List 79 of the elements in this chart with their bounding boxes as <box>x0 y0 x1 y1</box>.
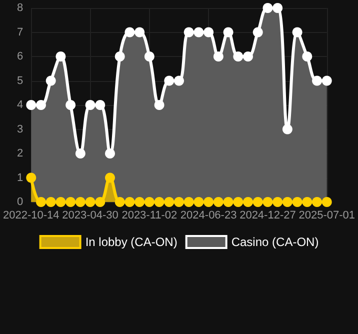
y-tick-label: 5 <box>17 74 24 87</box>
point <box>134 197 145 207</box>
point <box>184 197 194 207</box>
point <box>243 197 254 207</box>
legend-label: In lobby (CA-ON) <box>85 235 178 249</box>
point <box>194 197 204 207</box>
y-tick-label: 6 <box>17 50 24 62</box>
point <box>144 52 154 62</box>
point <box>164 197 174 207</box>
point <box>322 197 332 207</box>
x-tick-label: 2024-12-27 <box>240 210 296 222</box>
point <box>85 100 96 110</box>
point <box>312 76 322 86</box>
point <box>282 124 292 134</box>
point <box>95 100 106 110</box>
point <box>105 172 115 183</box>
point <box>272 3 283 13</box>
point <box>46 197 56 207</box>
y-tick-label: 2 <box>17 148 24 160</box>
point <box>322 76 332 86</box>
legend-label: Casino (CA-ON) <box>231 235 319 249</box>
point <box>46 76 56 86</box>
point <box>282 197 292 207</box>
point <box>262 197 273 207</box>
point <box>154 197 164 207</box>
point <box>124 197 135 207</box>
point <box>95 197 106 207</box>
point <box>223 197 234 207</box>
point <box>204 27 214 38</box>
point <box>26 172 36 183</box>
x-tick-label: 2023-11-02 <box>122 210 178 222</box>
point <box>184 27 194 38</box>
point <box>292 197 302 207</box>
point <box>243 52 254 62</box>
point <box>174 197 184 207</box>
point <box>56 52 66 62</box>
y-tick-label: 1 <box>17 172 24 184</box>
point <box>194 27 204 38</box>
point <box>66 197 76 207</box>
point <box>36 197 46 207</box>
x-tick-label: 2022-10-14 <box>2 210 60 222</box>
point <box>134 27 145 38</box>
y-tick-label: 3 <box>17 123 24 136</box>
point <box>124 27 135 38</box>
point <box>105 148 115 158</box>
point <box>75 148 86 158</box>
point <box>252 197 263 207</box>
point <box>174 76 184 86</box>
point <box>36 100 46 110</box>
x-tick-label: 2024-06-23 <box>180 210 237 222</box>
point <box>272 197 283 207</box>
point <box>292 27 302 38</box>
point <box>302 197 312 207</box>
point <box>26 100 36 110</box>
point <box>66 100 76 110</box>
point <box>144 197 154 207</box>
point <box>262 3 273 13</box>
point <box>252 27 263 38</box>
y-tick-label: 8 <box>17 2 24 14</box>
point <box>302 52 312 62</box>
x-tick-label: 2023-04-30 <box>62 210 118 222</box>
point <box>85 197 96 207</box>
point <box>114 197 125 207</box>
point <box>312 197 322 207</box>
point <box>75 197 86 207</box>
point <box>213 52 224 62</box>
y-tick-label: 0 <box>17 196 24 208</box>
point <box>213 197 224 207</box>
point <box>56 197 66 207</box>
point <box>204 197 214 207</box>
point <box>164 76 174 86</box>
y-tick-label: 7 <box>17 26 24 38</box>
y-tick-label: 4 <box>17 99 24 111</box>
point <box>154 100 164 110</box>
point <box>223 27 234 38</box>
point <box>233 197 244 207</box>
point <box>233 52 244 62</box>
x-tick-label: 2025-07-01 <box>298 210 356 222</box>
point <box>114 52 125 62</box>
